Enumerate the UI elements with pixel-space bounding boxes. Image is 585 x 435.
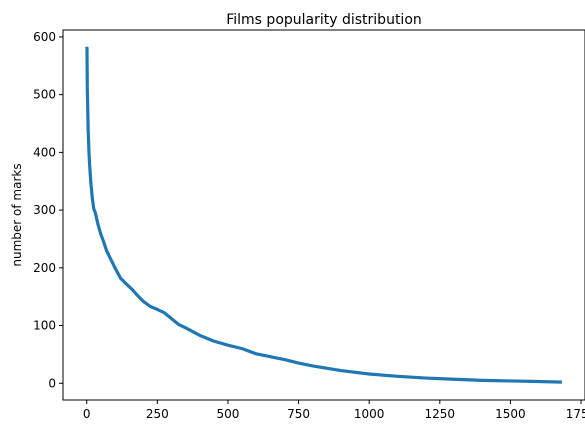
x-tick-label: 250	[146, 407, 169, 421]
series-line-0	[85, 46, 562, 384]
y-tick-label: 300	[33, 203, 56, 217]
y-axis-ticks: 0 100 200 300 400 500 600	[33, 30, 63, 390]
x-tick-label: 1000	[354, 407, 385, 421]
y-axis-label: number of marks	[10, 163, 24, 266]
plot-frame	[62, 29, 585, 401]
y-tick-label: 100	[33, 319, 56, 333]
y-tick-label: 500	[33, 88, 56, 102]
x-tick-label: 1500	[495, 407, 526, 421]
y-tick-label: 600	[33, 30, 56, 44]
y-tick-label: 0	[48, 376, 56, 390]
x-tick-label: 750	[287, 407, 310, 421]
y-tick-label: 400	[33, 145, 56, 159]
series-layer	[85, 46, 562, 384]
y-tick-label: 200	[33, 261, 56, 275]
x-tick-label: 1250	[425, 407, 456, 421]
chart-title: Films popularity distribution	[226, 12, 422, 28]
x-tick-label: 0	[83, 407, 91, 421]
x-tick-label: 500	[217, 407, 240, 421]
